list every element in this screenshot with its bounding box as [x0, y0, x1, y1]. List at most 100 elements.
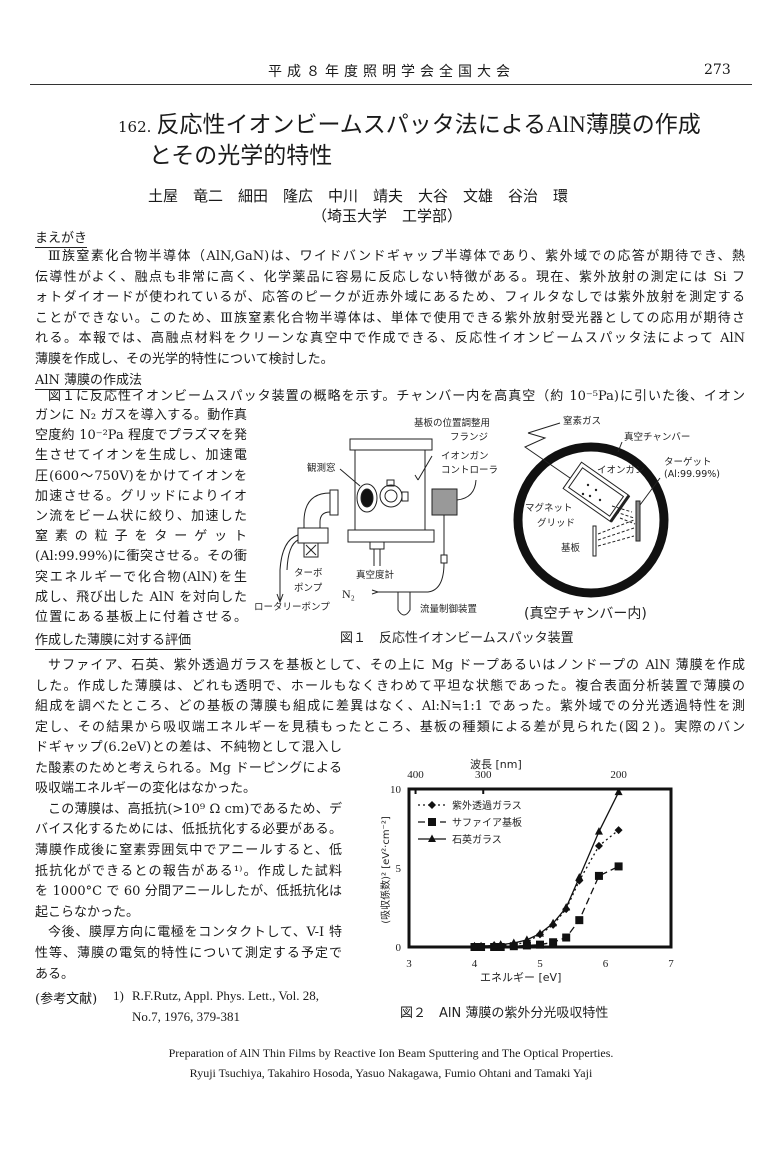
header-rule — [30, 84, 752, 85]
label-rotary-pump: ロータリーポンプ — [254, 602, 330, 613]
data-point-square — [509, 942, 518, 951]
flow-controller — [397, 592, 411, 616]
text-line: 位置にある基板上に付着させる。 — [35, 610, 247, 625]
sputter-beams — [597, 505, 636, 547]
authors: 土屋 竜二 細田 隆広 中川 靖夫 大谷 文雄 谷治 環 — [148, 187, 569, 205]
paper-number: 162. — [118, 118, 152, 136]
bottom-flange — [347, 529, 435, 543]
data-point-triangle — [594, 827, 603, 835]
text-line: ン流をビーム状に絞り、加速した — [35, 509, 247, 524]
references-label: (参考文献) — [35, 992, 98, 1007]
observation-window — [356, 483, 378, 513]
data-point-triangle — [614, 787, 623, 796]
data-point-diamond — [614, 826, 623, 835]
label-chamber-inside: (真空チャンバー内) — [524, 606, 647, 622]
label-ion-gun: イオンガン — [597, 465, 645, 476]
english-title: Preparation of AlN Thin Films by Reactiv… — [168, 1046, 614, 1060]
data-point-square — [594, 871, 603, 880]
position-flange-inner — [384, 489, 398, 503]
label-target-spec: (Al:99.99%) — [664, 469, 720, 480]
data-point-triangle — [496, 940, 505, 948]
heading-method: AlN 薄膜の作成法 — [35, 369, 143, 390]
data-point-triangle — [470, 941, 479, 950]
text-line: 窒素の粒子をターゲット — [35, 529, 247, 545]
x-tick-label: 3 — [406, 958, 412, 970]
x2-tick-label: 200 — [610, 769, 627, 781]
label-target: ターゲット — [664, 456, 712, 468]
text-line: 起こらなかった。 — [35, 904, 140, 920]
controller-cable — [443, 479, 477, 555]
text-line: 定し、その結果から吸収端エネルギーを見積もったところ、基板の種類による差が見られ… — [35, 719, 745, 735]
data-point-square — [536, 940, 544, 949]
text-line: この薄膜は、高抵抗(>10⁹ Ω cm)であるため、デ — [48, 801, 342, 817]
heading-evaluation: 作成した薄膜に対する評価 — [35, 629, 192, 650]
text-line: 薄膜を作成し、その光学的特性について検討した。 — [35, 351, 334, 367]
text-line: 図１に反応性イオンビームスパッタ装置の概略を示す。チャンバー内を高真空（約 10… — [48, 389, 745, 404]
text-line: バイス化するためには、低抵抗化する必要がある。 — [35, 822, 342, 838]
text-line: 生させてイオンを生成し、加速電 — [35, 448, 247, 464]
y-tick-label: 0 — [396, 942, 402, 954]
text-line: 加速させる。グリッドによりイオ — [35, 488, 247, 504]
label-n2: N₂ — [342, 587, 355, 601]
pump-flange — [329, 489, 339, 516]
data-point-triangle — [490, 940, 499, 949]
text-line: 薄膜作成後に窒素雰囲気中でアニールすると、低 — [35, 843, 342, 858]
title-line-2: とその光学的特性 — [149, 143, 333, 168]
text-line: 抵抗化ができるとの報告がある¹⁾。作成した試料 — [35, 863, 342, 879]
label-nitrogen-gas: 窒素ガス — [563, 415, 601, 427]
paper-title: 162. 反応性イオンビームスパッタ法によるAlN薄膜の作成 — [118, 105, 701, 139]
legend-marker-triangle — [428, 834, 436, 842]
english-authors: Ryuji Tsuchiya, Takahiro Hosoda, Yasuo N… — [189, 1066, 593, 1080]
label-grid: グリッド — [537, 517, 575, 529]
data-point-square — [614, 862, 623, 871]
rotary-pipe — [279, 534, 299, 600]
legend-marker-diamond — [428, 801, 436, 809]
x-tick-label: 7 — [668, 958, 674, 970]
flange-knob-side — [401, 491, 409, 502]
arrow-right-icon — [371, 589, 380, 595]
label-window: 観測窓 — [307, 462, 336, 474]
text-line: 突エネルギーで化合物(AlN)を生 — [35, 569, 247, 585]
figure-2-caption: 図２ AlN 薄膜の紫外分光吸収特性 — [400, 1006, 608, 1021]
plot-frame — [407, 787, 673, 949]
flange-pointer — [414, 455, 433, 481]
label-magnet: マグネット — [525, 502, 573, 514]
text-line: サファイア、石英、紫外透過ガラスを基板として、その上に Mg ドープあるいはノン… — [48, 658, 745, 673]
affiliation: （埼玉大学 工学部） — [312, 207, 463, 225]
ion-dots — [581, 483, 602, 502]
text-line: 伝導性がよく、融点も非常に高く、化学薬品に容易に反応しない特徴がある。現在、紫外… — [35, 269, 745, 285]
chart-y-label: (吸収係数)² [eV²·cm⁻²] — [379, 816, 392, 924]
x-tick-label: 4 — [472, 958, 478, 970]
data-point-square — [575, 916, 584, 925]
data-point-triangle — [522, 935, 531, 943]
grid — [609, 494, 631, 523]
target — [635, 500, 641, 542]
data-point-triangle — [477, 941, 486, 950]
series-line-triangle — [474, 791, 620, 947]
text-line: 圧(600～750V)をかけてイオンを — [35, 468, 247, 484]
text-line: した。作成した薄膜は、どれも透明で、ホールもなくきわめて平坦な状態であった。複合… — [35, 678, 745, 694]
text-line: (Al:99.99%)に衝突させる。その衝 — [35, 549, 247, 565]
data-point-triangle — [536, 929, 544, 937]
text-line: 成し、飛び出した AlN を対向した — [35, 589, 247, 605]
heading-introduction: まえがき — [35, 227, 88, 248]
text-line: Ⅲ族窒素化合物半導体（AlN,GaN)は、ワイドバンドギャップ半導体であり、紫外… — [48, 249, 745, 264]
data-point-square — [562, 933, 571, 942]
ion-gun-inner — [568, 467, 625, 517]
label-vacuum-chamber: 真空チャンバー — [624, 431, 690, 443]
text-line: ある。 — [35, 966, 75, 982]
label-turbo-1: ターボ — [294, 568, 323, 579]
text-line: 性等、薄膜の電気的特性について測定する予定で — [35, 946, 342, 961]
window-pointer — [339, 468, 361, 487]
x-tick-label: 6 — [603, 958, 609, 970]
gas-pointer — [527, 422, 561, 434]
reference-line-1: R.F.Rutz, Appl. Phys. Lett., Vol. 28, — [132, 988, 320, 1003]
label-controller-1: イオンガン — [441, 451, 489, 462]
y-tick-label: 5 — [396, 863, 402, 875]
chart-x2-label: 波長 [nm] — [470, 758, 522, 771]
label-substrate: 基板 — [561, 542, 581, 554]
text-line: を 1000°C で 60 分間アニールしたが、低抵抗化は — [35, 884, 342, 900]
chart-x-label: エネルギー [eV] — [480, 971, 561, 984]
text-line: ドギャップ(6.2eV)との差は、不純物として混入し — [35, 740, 342, 755]
